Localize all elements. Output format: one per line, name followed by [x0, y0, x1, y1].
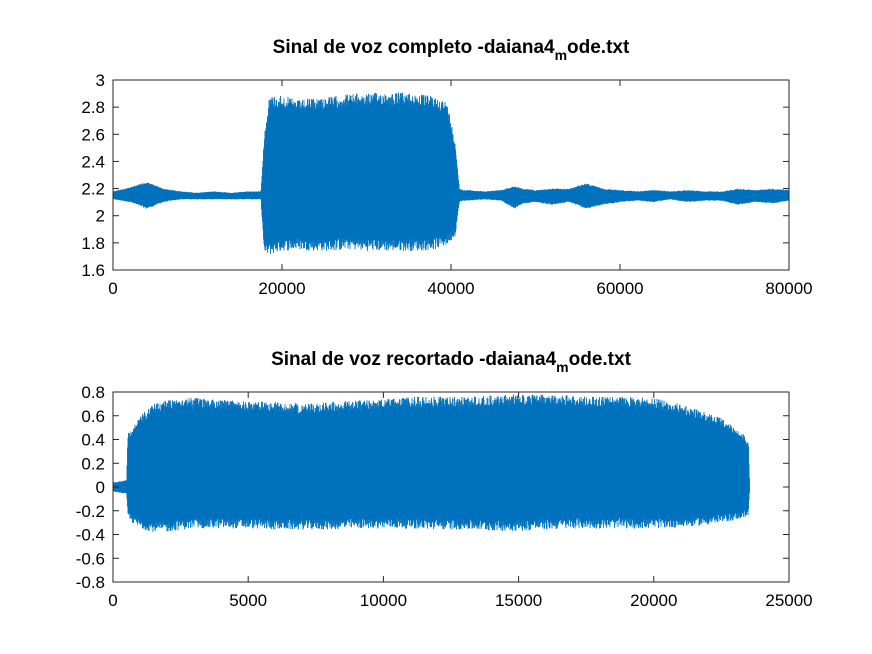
x-tick-label: 5000	[229, 591, 267, 610]
x-tick-label: 25000	[765, 591, 812, 610]
chart-title: Sinal de voz recortado -daiana4mode.txt	[271, 349, 631, 375]
axis-ticks: 0 20000 40000 60000 80000 1.6 1.8 2 2.2 2.4 2.6 2.8…	[81, 71, 812, 298]
y-tick-label: -0.8	[76, 573, 105, 592]
waveform-series	[112, 92, 790, 254]
y-tick-label: 2	[96, 207, 105, 226]
x-tick-label: 60000	[596, 279, 643, 298]
y-tick-label: 2.8	[81, 98, 105, 117]
axis-ticks: 0 5000 10000 15000 20000 25000 -0.8 -0.6 -0.4 -0.…	[76, 383, 813, 610]
plot-area	[112, 92, 790, 254]
y-tick-label: -0.2	[76, 502, 105, 521]
x-tick-label: 20000	[630, 591, 677, 610]
waveform-series	[112, 394, 750, 532]
x-tick-label: 20000	[258, 279, 305, 298]
subplot-trimmed-signal: Sinal de voz recortado -daiana4mode.txt …	[76, 349, 813, 610]
subplot-complete-signal: Sinal de voz completo -daiana4mode.txt 0…	[81, 37, 812, 298]
plot-area	[112, 394, 750, 532]
y-tick-label: 0.4	[81, 431, 105, 450]
y-tick-label: 3	[96, 71, 105, 90]
x-tick-label: 80000	[765, 279, 812, 298]
y-tick-label: 0.6	[81, 407, 105, 426]
chart-title: Sinal de voz completo -daiana4mode.txt	[273, 37, 630, 63]
y-tick-label: 1.8	[81, 234, 105, 253]
y-tick-label: 1.6	[81, 261, 105, 280]
x-tick-label: 10000	[360, 591, 407, 610]
y-tick-label: 0.8	[81, 383, 105, 402]
y-tick-label: -0.4	[76, 526, 105, 545]
x-tick-label: 40000	[427, 279, 474, 298]
y-tick-label: 2.2	[81, 180, 105, 199]
y-tick-label: 2.6	[81, 125, 105, 144]
x-tick-label: 15000	[495, 591, 542, 610]
y-tick-label: 0.2	[81, 454, 105, 473]
y-tick-label: -0.6	[76, 549, 105, 568]
y-tick-label: 0	[96, 478, 105, 497]
x-tick-label: 0	[108, 591, 117, 610]
y-tick-label: 2.4	[81, 152, 105, 171]
x-tick-label: 0	[108, 279, 117, 298]
